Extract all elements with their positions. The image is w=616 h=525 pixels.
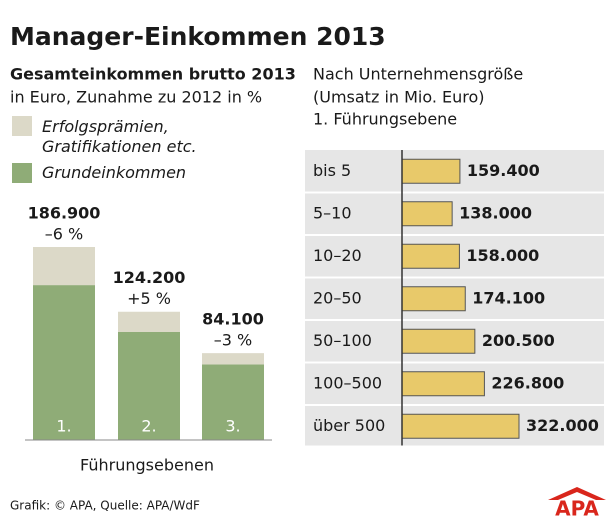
logo-mark [548,487,606,500]
value-label: 158.000 [466,246,539,265]
bar-segment [202,364,264,440]
category-label: 2. [141,417,156,436]
right-subtitle: (Umsatz in Mio. Euro) [313,88,485,107]
category-label: 5–10 [313,203,352,222]
bar [401,413,520,439]
value-label: 174.100 [472,288,545,307]
category-label: 100–500 [313,373,382,392]
source: Grafik: © APA, Quelle: APA/WdF [10,499,200,513]
right-title: Nach Unternehmensgröße [313,65,523,84]
total-label: 124.200 [113,268,186,287]
legend-label: Erfolgsprämien, Gratifikationen etc. [42,117,197,156]
category-label: 1. [56,417,71,436]
bar [401,243,460,269]
category-label: 50–100 [313,331,372,350]
bar [401,158,461,184]
total-label: 84.100 [202,310,264,329]
title: Manager-Einkommen 2013 [10,22,386,51]
bar-segment [202,353,264,365]
bar-segment [33,247,95,286]
category-label: 10–20 [313,246,362,265]
right-note: 1. Führungsebene [313,110,457,129]
bar-segment [118,311,180,332]
bar [401,201,453,227]
value-label: 159.400 [467,161,540,180]
bar [401,286,466,312]
x-axis-label: Führungsebenen [80,456,214,475]
bar-segment [118,331,180,440]
category-label: 20–50 [313,288,362,307]
category-label: bis 5 [313,161,351,180]
bar-segment [33,285,95,440]
left-subtitle: in Euro, Zunahme zu 2012 in % [10,88,262,107]
legend-label: Grundeinkommen [42,163,187,182]
value-label: 322.000 [526,416,599,435]
logo: APA [555,497,599,521]
value-label: 200.500 [482,331,555,350]
left-title: Gesamteinkommen brutto 2013 [10,65,296,84]
value-label: 138.000 [459,203,532,222]
change-label: +5 % [127,289,171,308]
total-label: 186.900 [28,204,101,223]
bar [401,371,485,397]
legend-swatch [12,163,32,183]
category-label: 3. [225,417,240,436]
legend-swatch [12,116,32,136]
bar [401,328,476,354]
category-label: über 500 [313,416,385,435]
change-label: –3 % [214,331,252,350]
value-label: 226.800 [491,373,564,392]
change-label: –6 % [45,225,83,244]
